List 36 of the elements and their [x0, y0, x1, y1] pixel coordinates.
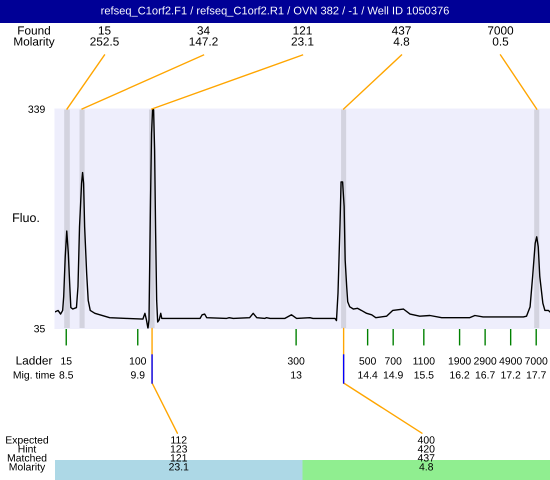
- chart-title: refseq_C1orf2.F1 / refseq_C1orf2.R1 / OVN 382 / -1 / Well ID 1050376: [101, 6, 449, 17]
- text: Ladder: [16, 356, 52, 365]
- text: 1100: [413, 357, 435, 365]
- y-axis-title: Fluo.: [13, 212, 39, 222]
- text: 2900: [474, 357, 496, 365]
- text: Found Molarity: [14, 26, 55, 48]
- x-tick-label: 13: [291, 371, 302, 379]
- text: 500: [359, 357, 376, 365]
- band-label: 121 23.1: [292, 26, 314, 46]
- band-label: 34 147.2: [190, 26, 218, 46]
- band-label: 7000 0.5: [488, 26, 514, 46]
- x-tick-label: 16.2: [450, 371, 470, 379]
- x-tick-label: 14.9: [384, 371, 403, 379]
- text: 15: [61, 357, 72, 365]
- x-tick-label: 16.7: [476, 371, 495, 379]
- text: 100: [130, 357, 146, 365]
- text: 300: [288, 357, 304, 365]
- annotation: 112 123 121 23.1: [169, 436, 188, 471]
- x-axis-title: Mig. time: [14, 371, 55, 381]
- x-tick-label: 15.5: [414, 371, 434, 379]
- text: 700: [385, 357, 402, 365]
- band-label: 15 252.5: [90, 26, 119, 46]
- text: 1900: [448, 357, 471, 365]
- x-tick-label: 8.5: [59, 371, 74, 379]
- y-tick-label: 339: [28, 106, 45, 113]
- y-tick-label: 35: [34, 325, 45, 332]
- annotation: 400 420 437 4.8: [418, 436, 435, 471]
- text: 7000: [525, 357, 548, 365]
- x-tick-label: 17.7: [526, 371, 546, 379]
- x-tick-label: 14.4: [358, 371, 378, 379]
- x-tick-label: 9.9: [131, 371, 145, 379]
- text: 4900: [499, 357, 522, 365]
- x-tick-label: 17.2: [501, 371, 520, 379]
- band-label: 437 4.8: [392, 26, 411, 46]
- line-series: [55, 109, 550, 328]
- text: Expected Hint Matched Molarity: [6, 436, 48, 473]
